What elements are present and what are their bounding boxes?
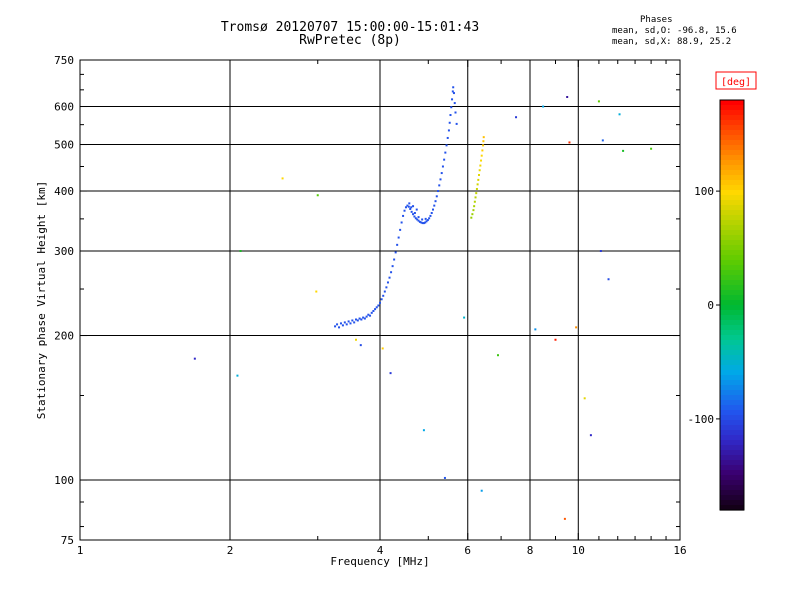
scatter-echo-points xyxy=(193,96,653,520)
y-tick-label: 100 xyxy=(54,474,74,487)
colorbar-label: [deg] xyxy=(721,77,751,88)
data-points xyxy=(193,86,653,520)
axis-tick-labels: 1 2 4 6 8 10 16 750 600 500 400 300 200 100 75 xyxy=(54,54,687,557)
colorbar: 100 0 -100 xyxy=(688,99,745,511)
y-axis-label: Stationary phase Virtual Height [km] xyxy=(35,181,48,419)
colorbar-label-box xyxy=(715,71,757,90)
phases-heading: Phases xyxy=(640,15,673,25)
y-tick-label: 200 xyxy=(54,330,74,343)
y-tick-label: 300 xyxy=(54,245,74,258)
phases-x-mode-stats: mean, sd,X: 88.9, 25.2 xyxy=(612,37,731,47)
x-tick-label: 8 xyxy=(527,544,534,557)
x-tick-label: 1 xyxy=(77,544,84,557)
x-axis-label: Frequency [MHz] xyxy=(330,555,429,568)
x-tick-label: 16 xyxy=(673,544,686,557)
y-tick-label: 600 xyxy=(54,101,74,114)
colorbar-tick-label: 0 xyxy=(707,299,714,312)
x-tick-label: 6 xyxy=(464,544,471,557)
x-tick-label: 10 xyxy=(572,544,585,557)
colorbar-tick-label: 100 xyxy=(694,185,714,198)
y-tick-label: 500 xyxy=(54,139,74,152)
phases-o-mode-stats: mean, sd,O: -96.8, 15.6 xyxy=(612,26,737,36)
y-tick-label: 750 xyxy=(54,54,74,67)
x-tick-label: 4 xyxy=(377,544,384,557)
y-tick-label: 75 xyxy=(61,534,74,547)
plot-frame xyxy=(79,59,681,541)
series-o-mode-trace xyxy=(334,86,458,329)
x-tick-label: 2 xyxy=(227,544,234,557)
series-x-mode-trace xyxy=(470,136,485,219)
colorbar-tick-label: -100 xyxy=(688,413,715,426)
chart-title: Tromsø 20120707 15:00:00-15:01:43 xyxy=(221,20,479,35)
chart-subtitle: RwPretec (8p) xyxy=(299,33,401,48)
y-tick-label: 400 xyxy=(54,185,74,198)
grid-lines xyxy=(80,60,680,540)
